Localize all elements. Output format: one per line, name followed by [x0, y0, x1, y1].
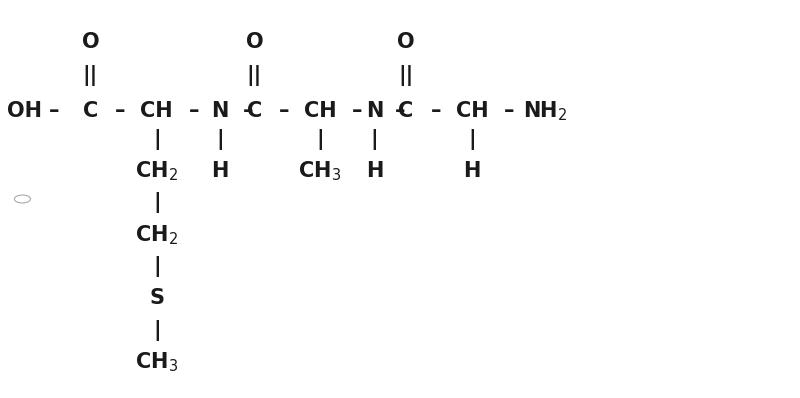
Text: OH: OH	[6, 101, 42, 121]
Text: –: –	[504, 101, 515, 121]
Text: C: C	[398, 101, 414, 121]
Text: |: |	[153, 256, 161, 277]
Text: –: –	[352, 101, 363, 121]
Text: O: O	[82, 32, 99, 52]
Text: –: –	[114, 101, 126, 121]
Text: CH: CH	[456, 101, 488, 121]
Text: ||: ||	[246, 65, 262, 86]
Text: CH: CH	[304, 101, 336, 121]
Text: CH$_{3}$: CH$_{3}$	[298, 159, 342, 183]
Text: H: H	[366, 161, 383, 181]
Text: |: |	[153, 193, 161, 213]
Text: –: –	[189, 101, 200, 121]
Text: O: O	[246, 32, 263, 52]
Text: |: |	[468, 129, 476, 150]
Text: |: |	[316, 129, 324, 150]
Text: |: |	[153, 320, 161, 341]
Text: CH$_{3}$: CH$_{3}$	[135, 350, 178, 374]
Text: –: –	[394, 101, 406, 121]
Text: –: –	[430, 101, 442, 121]
Text: CH$_{2}$: CH$_{2}$	[135, 223, 178, 247]
Text: –: –	[242, 101, 254, 121]
Text: O: O	[397, 32, 414, 52]
Text: NH$_{2}$: NH$_{2}$	[523, 100, 568, 123]
Text: ||: ||	[82, 65, 98, 86]
Text: H: H	[211, 161, 229, 181]
Text: –: –	[278, 101, 290, 121]
Text: |: |	[370, 129, 378, 150]
Text: ||: ||	[398, 65, 414, 86]
Text: –: –	[49, 101, 60, 121]
Text: C: C	[82, 101, 98, 121]
Text: N: N	[366, 101, 383, 121]
Text: CH: CH	[141, 101, 173, 121]
Text: N: N	[211, 101, 229, 121]
Text: CH$_{2}$: CH$_{2}$	[135, 159, 178, 183]
Text: |: |	[216, 129, 224, 150]
Text: C: C	[246, 101, 262, 121]
Text: |: |	[153, 129, 161, 150]
Text: H: H	[463, 161, 481, 181]
Text: S: S	[150, 289, 164, 308]
